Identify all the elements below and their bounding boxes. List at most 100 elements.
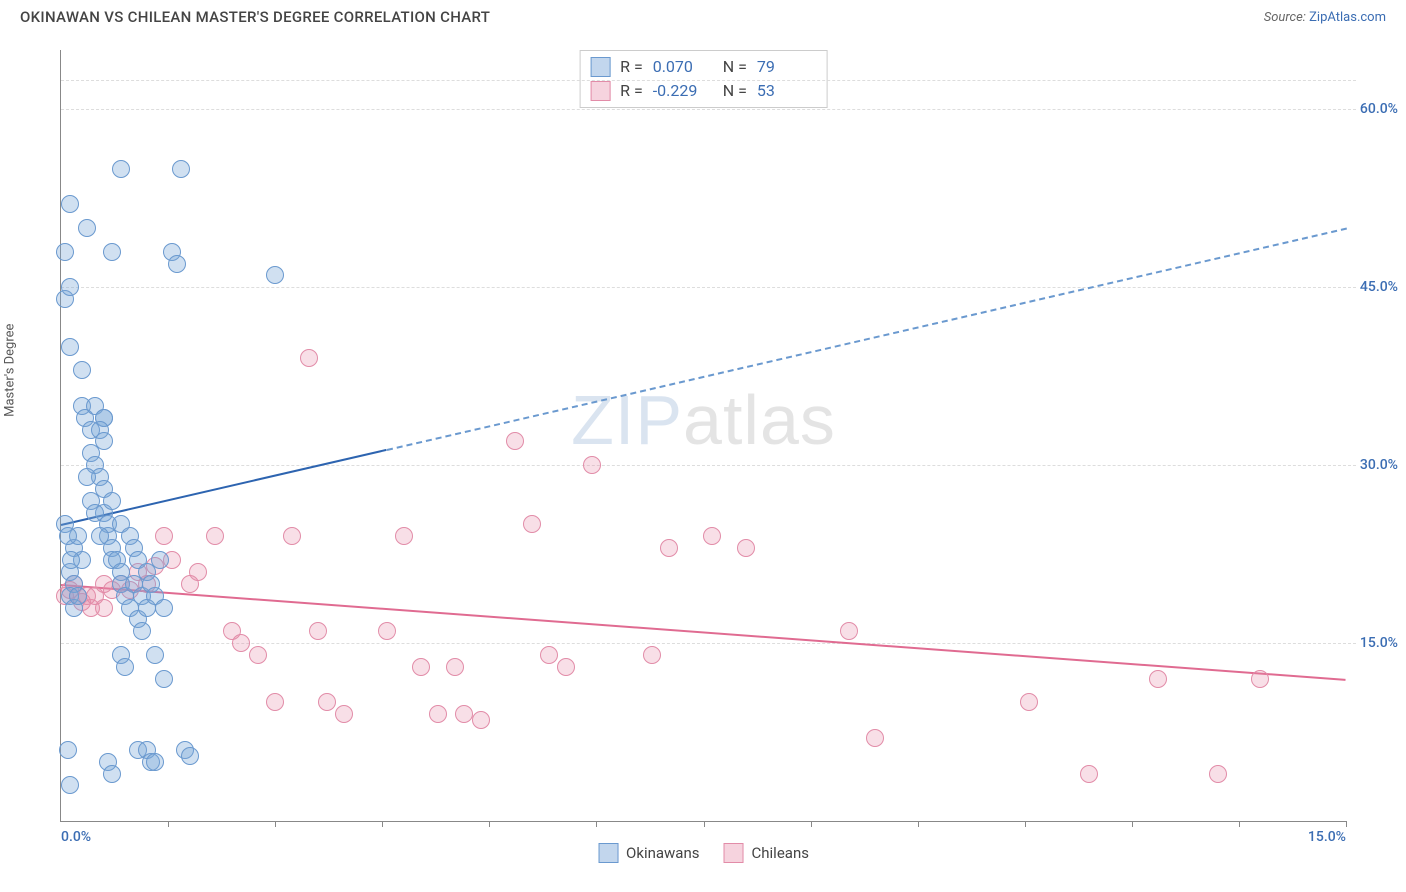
data-point-chileans [189, 563, 207, 581]
data-point-chileans [206, 527, 224, 545]
watermark-thin: atlas [683, 381, 836, 459]
y-axis-label: Master's Degree [3, 324, 18, 417]
trend-line [386, 228, 1346, 451]
gridline [61, 643, 1356, 644]
data-point-okinawans [86, 504, 104, 522]
data-point-okinawans [73, 361, 91, 379]
data-point-okinawans [266, 266, 284, 284]
data-point-chileans [840, 622, 858, 640]
chart-title: OKINAWAN VS CHILEAN MASTER'S DEGREE CORR… [20, 8, 490, 26]
data-point-okinawans [172, 160, 190, 178]
data-point-chileans [660, 539, 678, 557]
data-point-okinawans [78, 468, 96, 486]
data-point-chileans [378, 622, 396, 640]
data-point-okinawans [59, 741, 77, 759]
data-point-chileans [523, 515, 541, 533]
stats-row-chileans: R = -0.229 N = 53 [590, 79, 817, 103]
data-point-okinawans [133, 622, 151, 640]
y-tick-label: 60.0% [1360, 101, 1398, 117]
data-point-okinawans [103, 243, 121, 261]
legend-item-chileans: Chileans [724, 843, 809, 863]
data-point-chileans [455, 705, 473, 723]
data-point-okinawans [59, 527, 77, 545]
data-point-chileans [703, 527, 721, 545]
data-point-okinawans [181, 747, 199, 765]
data-point-chileans [1209, 765, 1227, 783]
legend-label-okinawans: Okinawans [626, 844, 699, 862]
data-point-okinawans [116, 658, 134, 676]
data-point-okinawans [151, 551, 169, 569]
data-point-okinawans [62, 551, 80, 569]
data-point-chileans [557, 658, 575, 676]
data-point-chileans [643, 646, 661, 664]
data-point-okinawans [69, 587, 87, 605]
x-tick [1132, 821, 1133, 827]
data-point-okinawans [61, 195, 79, 213]
x-tick [275, 821, 276, 827]
x-tick [1346, 821, 1347, 827]
r-label: R = [620, 79, 643, 103]
swatch-okinawans [598, 843, 618, 863]
data-point-chileans [583, 456, 601, 474]
y-tick-label: 15.0% [1360, 635, 1398, 651]
x-tick [596, 821, 597, 827]
data-point-chileans [318, 693, 336, 711]
data-point-okinawans [95, 432, 113, 450]
data-point-chileans [506, 432, 524, 450]
plot-region: ZIPatlas R = 0.070 N = 79 R = -0.229 N =… [60, 50, 1346, 822]
y-tick-label: 30.0% [1360, 457, 1398, 473]
data-point-chileans [309, 622, 327, 640]
data-point-chileans [300, 349, 318, 367]
data-point-okinawans [168, 255, 186, 273]
data-point-okinawans [146, 753, 164, 771]
header: OKINAWAN VS CHILEAN MASTER'S DEGREE CORR… [0, 0, 1406, 30]
data-point-okinawans [61, 338, 79, 356]
r-label: R = [620, 55, 643, 79]
data-point-okinawans [146, 646, 164, 664]
data-point-okinawans [103, 492, 121, 510]
data-point-chileans [266, 693, 284, 711]
data-point-chileans [1149, 670, 1167, 688]
data-point-okinawans [112, 160, 130, 178]
data-point-okinawans [155, 670, 173, 688]
data-point-chileans [335, 705, 353, 723]
swatch-chileans [724, 843, 744, 863]
watermark: ZIPatlas [571, 380, 836, 460]
data-point-okinawans [78, 219, 96, 237]
source-link[interactable]: ZipAtlas.com [1309, 10, 1386, 25]
data-point-okinawans [155, 599, 173, 617]
n-label: N = [723, 55, 747, 79]
x-tick [382, 821, 383, 827]
gridline [61, 109, 1356, 110]
data-point-chileans [1080, 765, 1098, 783]
gridline [61, 465, 1356, 466]
data-point-chileans [866, 729, 884, 747]
data-point-chileans [446, 658, 464, 676]
data-point-chileans [395, 527, 413, 545]
x-tick-label: 15.0% [1308, 829, 1346, 845]
gridline [61, 287, 1356, 288]
bottom-legend: Okinawans Chileans [598, 843, 809, 863]
data-point-chileans [1020, 693, 1038, 711]
x-tick [918, 821, 919, 827]
data-point-chileans [155, 527, 173, 545]
x-tick-label: 0.0% [61, 829, 91, 845]
data-point-okinawans [61, 776, 79, 794]
data-point-okinawans [103, 765, 121, 783]
y-tick-label: 45.0% [1360, 279, 1398, 295]
chart-area: Master's Degree ZIPatlas R = 0.070 N = 7… [20, 40, 1386, 872]
data-point-okinawans [61, 278, 79, 296]
data-point-chileans [1251, 670, 1269, 688]
data-point-chileans [429, 705, 447, 723]
r-value-chileans: -0.229 [653, 79, 713, 103]
stats-row-okinawans: R = 0.070 N = 79 [590, 55, 817, 79]
gridline [61, 80, 1356, 81]
n-value-chileans: 53 [757, 79, 817, 103]
trend-line [61, 584, 1346, 681]
data-point-chileans [737, 539, 755, 557]
legend-item-okinawans: Okinawans [598, 843, 699, 863]
x-tick [489, 821, 490, 827]
n-value-okinawans: 79 [757, 55, 817, 79]
x-tick [704, 821, 705, 827]
source-attribution: Source: ZipAtlas.com [1264, 10, 1386, 25]
